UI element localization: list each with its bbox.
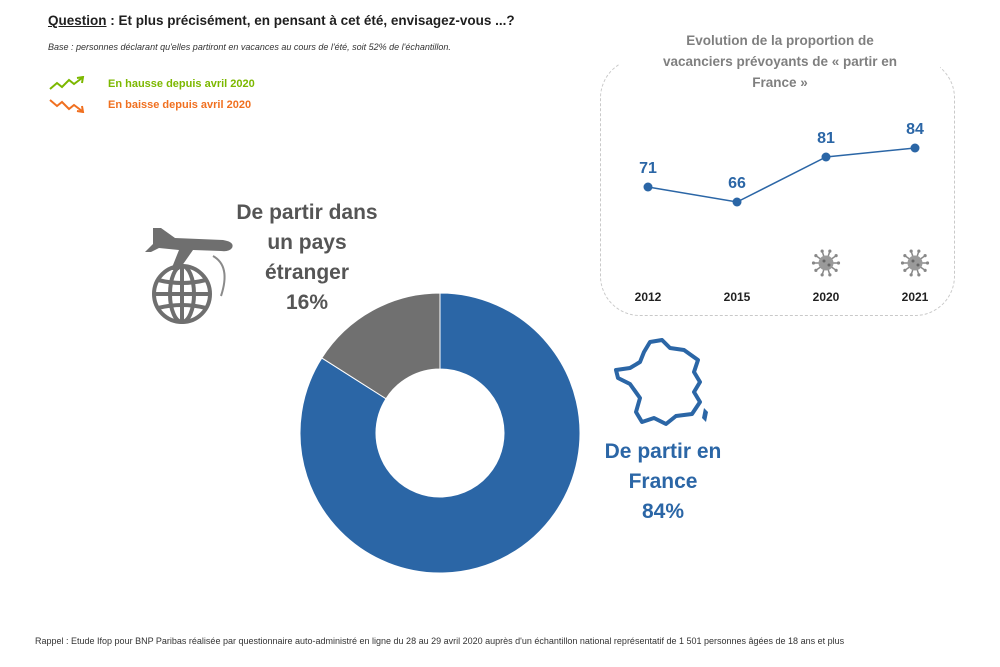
france-value: 84% [641, 500, 685, 523]
france-label-line2: France [628, 470, 698, 493]
footnote: Rappel : Etude Ifop pour BNP Paribas réa… [35, 636, 845, 646]
trend-point-2015 [732, 197, 742, 207]
plane-globe-icon [145, 228, 233, 324]
base-note: Base : personnes déclarant qu'elles part… [48, 42, 451, 52]
trend-value-label-2020: 81 [817, 130, 835, 147]
trend-up-icon [49, 76, 85, 90]
virus-icon-2020 [811, 249, 841, 277]
question-text: Question : Et plus précisément, en pensa… [48, 13, 515, 28]
france-map-icon [614, 338, 708, 426]
abroad-label: De partir dans un pays étranger 16% [222, 198, 392, 318]
donut-slice-abroad [321, 292, 441, 400]
trend-x-label-2021: 2021 [902, 290, 929, 304]
trend-value-label-2021: 84 [906, 121, 924, 138]
virus-icon-2021 [900, 249, 930, 277]
trend-value-label-2012: 71 [639, 160, 657, 177]
trend-title-line3: France » [752, 75, 808, 90]
trend-point-2012 [643, 182, 653, 192]
trend-title-line1: Evolution de la proportion de [686, 33, 874, 48]
trend-x-label-2015: 2015 [724, 290, 751, 304]
abroad-value: 16% [285, 291, 329, 314]
legend-down-label: En baisse depuis avril 2020 [108, 99, 252, 111]
trend-value-label-2015: 66 [728, 175, 746, 192]
abroad-label-line1: De partir dans [236, 201, 378, 224]
abroad-label-line3: étranger [264, 261, 350, 284]
trend-title: Evolution de la proportion de vacanciers… [620, 30, 940, 93]
donut-chart [299, 292, 581, 574]
trend-title-line2: vacanciers prévoyants de « partir en [662, 54, 898, 69]
france-label-line1: De partir en [604, 440, 722, 463]
abroad-label-line2: un pays [267, 231, 347, 254]
france-label: De partir en France 84% [588, 437, 738, 527]
question-label: Question [48, 13, 107, 28]
trend-point-2021 [910, 143, 920, 153]
trend-point-2020 [821, 152, 831, 162]
trend-x-label-2012: 2012 [635, 290, 662, 304]
trend-series-line [647, 147, 916, 203]
donut-slice-france [299, 292, 581, 574]
legend-up: En hausse depuis avril 2020 [48, 76, 255, 92]
legend-up-label: En hausse depuis avril 2020 [108, 78, 255, 90]
legend-down: En baisse depuis avril 2020 [48, 97, 251, 113]
trend-x-label-2020: 2020 [813, 290, 840, 304]
trend-line-chart: 71 2012 66 2015 81 2020 84 2021 [635, 121, 930, 304]
question-body: : Et plus précisément, en pensant à cet … [106, 13, 515, 28]
trend-down-icon [49, 99, 85, 113]
